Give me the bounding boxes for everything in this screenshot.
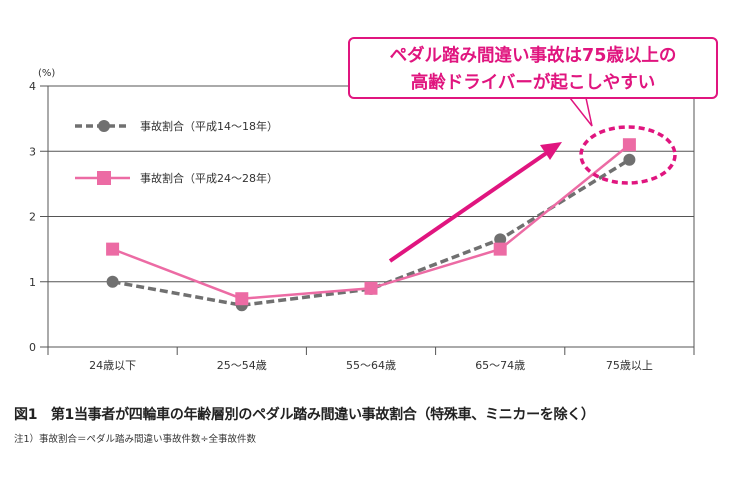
legend-marker-square [97,171,111,185]
x-tick-label: 75歳以上 [606,359,653,372]
x-tick-label: 55〜64歳 [346,359,396,372]
series-line-2 [112,143,631,300]
y-tick-label: 3 [29,145,36,158]
legend-label: 事故割合（平成24〜28年） [140,171,278,185]
x-tick-label: 25〜54歳 [217,359,267,372]
data-point-circle [623,153,636,166]
data-point-circle [106,275,119,288]
annotation-line-1: ペダル踏み間違い事故は75歳以上の [389,46,677,66]
y-unit-label: (%) [38,68,55,79]
legend-label: 事故割合（平成14〜18年） [140,119,278,133]
annotation-callout: ペダル踏み間違い事故は75歳以上の 高齢ドライバーが起こしやすい [348,37,718,99]
trend-arrow [388,150,550,263]
data-point-square [235,292,249,306]
data-point-square [364,281,378,295]
data-point-square [106,242,120,256]
figure-caption: 図1 第1当事者が四輪車の年齢層別のペダル踏み間違い事故割合（特殊車、ミニカーを… [14,407,595,423]
highlight-ellipse [579,125,677,185]
figure-note: 注1）事故割合＝ペダル踏み間違い事故件数÷全事故件数 [14,434,257,445]
legend-marker-circle [98,120,110,132]
callout-pointer [568,97,593,127]
arrow-head-icon [540,142,562,160]
data-point-circle [494,233,507,246]
y-tick-label: 2 [29,211,36,224]
annotation-line-2: 高齢ドライバーが起こしやすい [410,73,656,93]
x-tick-label: 24歳以下 [89,359,136,372]
data-point-square [493,242,507,256]
y-tick-label: 1 [29,276,36,289]
data-point-square [622,138,636,152]
x-tick-label: 65〜74歳 [475,359,525,372]
y-tick-label: 0 [29,341,36,354]
y-tick-label: 4 [29,80,36,93]
